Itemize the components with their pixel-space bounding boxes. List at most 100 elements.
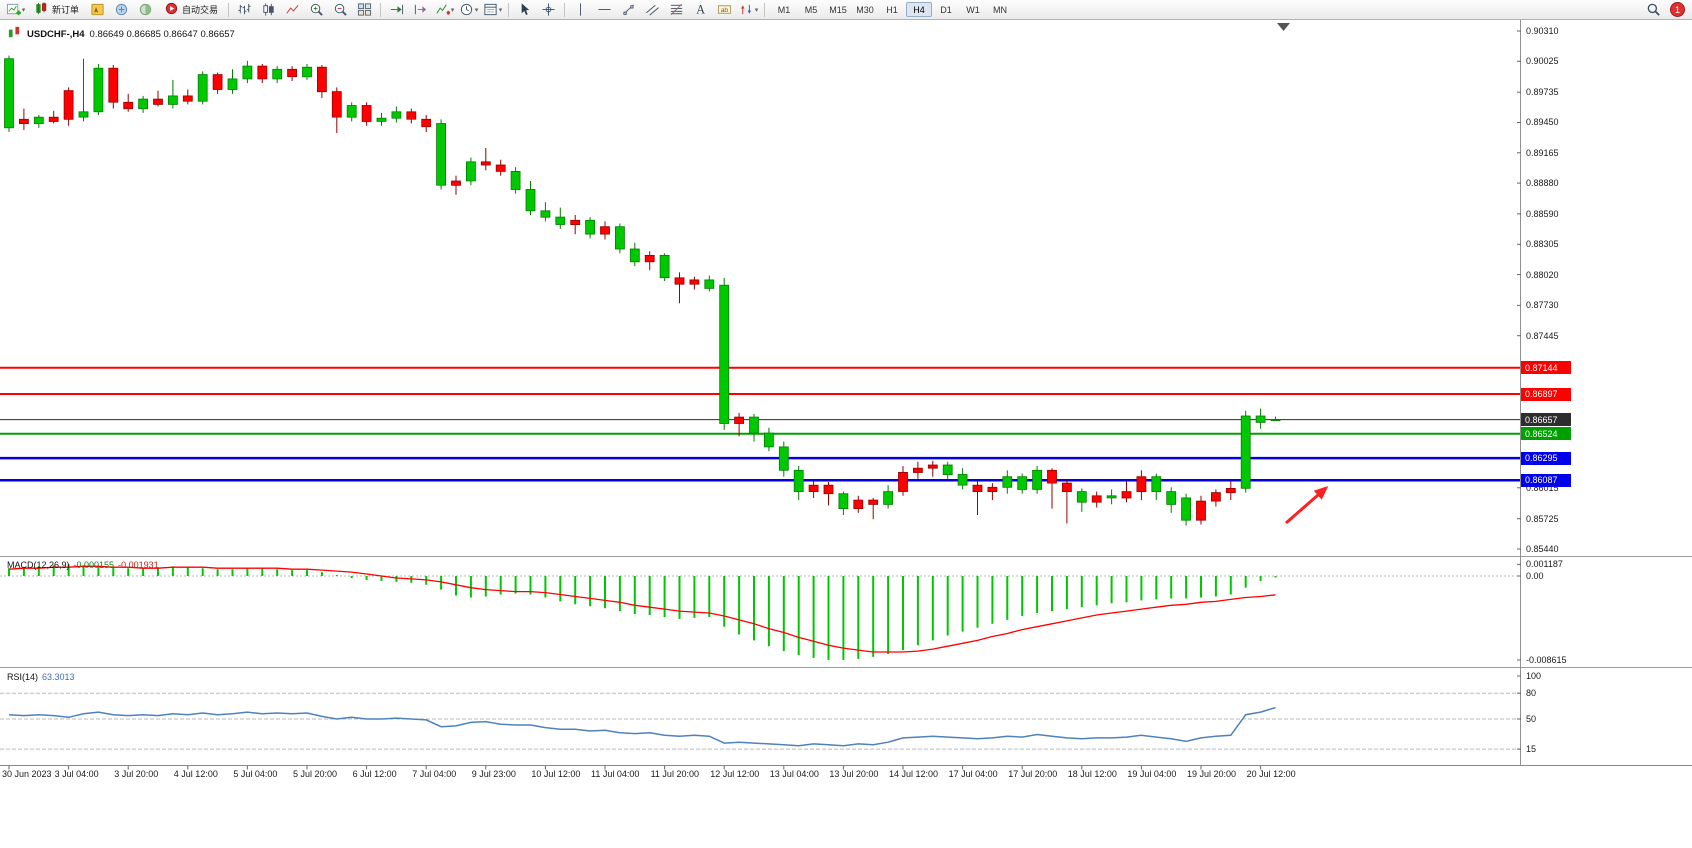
rsi-line [8,706,1276,747]
timeframe-h4[interactable]: H4 [906,2,933,17]
candle [898,466,908,496]
macd-indicator-label: MACD(12,26,9) -0.000155 -0.001931 [7,560,159,570]
time-axis-label: 11 Jul 04:00 [591,769,640,779]
timeframe-w1[interactable]: W1 [966,5,980,15]
time-axis-label: 3 Jul 20:00 [114,769,159,779]
price-tick-label: 0.85440 [1526,544,1559,554]
price-tick-label: 0.89165 [1526,147,1559,158]
price-badge-level: 0.86295 [1521,451,1571,465]
candle [644,251,655,271]
timeframe-d1[interactable]: D1 [940,5,952,15]
rsi-name: RSI(14) [7,672,39,682]
auto-scroll-icon[interactable] [385,0,408,19]
timeframe-m5[interactable]: M5 [804,5,818,15]
trendline-icon[interactable] [617,0,640,19]
candle [689,276,700,290]
candle [465,157,476,186]
community-icon[interactable] [134,0,157,19]
toolbar-separator [764,2,766,17]
candle [1002,470,1013,494]
candle [972,480,983,515]
candle [1196,495,1206,525]
horizontal-line-icon[interactable] [593,0,616,19]
timeframe-mn[interactable]: MN [993,5,1008,15]
arrows-icon[interactable]: ▾ [737,0,760,19]
candle [883,485,893,509]
channel-icon[interactable] [641,0,664,19]
time-axis-label: 5 Jul 04:00 [233,769,278,779]
toolbar-separator [228,2,230,17]
market-watch-icon[interactable] [110,0,133,19]
price-badge-level: 0.87144 [1521,361,1571,375]
zoom-in-icon[interactable] [305,0,328,19]
chart-shift-marker[interactable] [1277,23,1290,31]
candle [540,202,551,222]
tile-windows-icon[interactable] [353,0,376,19]
price-tick-label: 0.90310 [1526,26,1559,36]
vertical-line-icon[interactable] [569,0,592,19]
candlestick-chart-icon[interactable] [257,0,280,19]
candle [346,102,357,122]
panel-separators[interactable] [0,20,1692,766]
candle [197,71,208,105]
candle [495,159,506,176]
macd-axis-label: -0.008615 [1526,654,1567,665]
chevron-down-icon: ▾ [498,6,503,14]
chevron-down-icon: ▾ [474,6,479,14]
timeframe-m30[interactable]: M30 [856,5,874,15]
candle [1062,478,1072,524]
candle [272,66,283,84]
candle [1032,466,1042,494]
toolbar-separator [564,2,566,17]
line-chart-icon[interactable] [281,0,304,19]
periods-icon[interactable]: ▾ [457,0,480,19]
candle [1240,410,1251,493]
chart-shift-icon[interactable] [409,0,432,19]
candle [78,58,89,122]
zoom-out-icon[interactable] [329,0,352,19]
label-icon[interactable]: ab [713,0,736,19]
macd-signal-line [8,565,1276,653]
metaeditor-icon[interactable] [86,0,109,19]
templates-icon[interactable]: ▾ [481,0,504,19]
annotation-arrow[interactable] [1285,486,1329,525]
price-tick-label: 0.87730 [1526,300,1559,311]
candle [778,441,789,477]
candle [1136,470,1147,501]
candle [138,95,149,113]
price-level-lines[interactable] [0,366,1520,482]
crosshair-icon[interactable] [537,0,560,19]
notification-badge[interactable]: 1 [1670,2,1685,17]
price-tick-label: 0.90025 [1526,56,1559,67]
time-axis-label: 13 Jul 20:00 [829,769,879,779]
autotrading-button[interactable]: 自动交易 [158,0,224,19]
fibonacci-icon[interactable] [665,0,688,19]
candle [749,413,759,442]
rsi-value: 63.3013 [42,672,75,682]
price-tick-label: 0.86015 [1526,482,1559,493]
candle [1121,480,1132,503]
search-icon[interactable] [1642,0,1665,19]
timeframe-m15[interactable]: M15 [829,5,847,15]
candlestick-series [4,55,1281,526]
text-icon[interactable]: A [689,0,712,19]
candle [704,275,715,292]
candle [48,110,59,124]
svg-text:ab: ab [721,7,729,14]
price-badge-level: 0.86524 [1521,427,1571,441]
new-order-button[interactable]: 新订单 [28,0,85,19]
new-chart-icon[interactable]: ▾ [4,0,27,19]
candle [361,102,372,126]
timeframe-h1[interactable]: H1 [886,5,898,15]
indicators-icon[interactable]: ▾ [433,0,456,19]
candle [1151,473,1162,501]
candle [823,482,834,506]
cursor-icon[interactable] [513,0,536,19]
timeframe-m1[interactable]: M1 [777,5,791,15]
candle [421,115,432,132]
chart-title: USDCHF-,H4 0.86649 0.86685 0.86647 0.866… [7,25,235,43]
candle [868,497,879,520]
bar-chart-icon[interactable] [233,0,256,19]
price-tick-label: 0.89735 [1526,87,1559,98]
toolbar-separator [380,2,382,17]
